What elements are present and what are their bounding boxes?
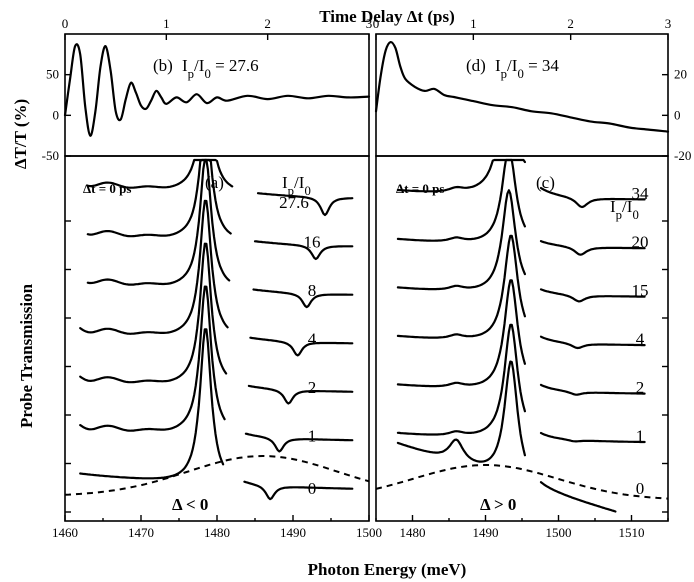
x-tick-label: 1470 [128,525,154,540]
x-tick-label: 1510 [619,525,645,540]
regime-label-c: Δ > 0 [480,495,516,514]
x-tick-label: 0 [62,16,69,31]
x-tick-label: 1 [163,16,170,31]
spectrum-a-16-tail [253,240,354,261]
spectrum-c-0-tail [539,481,617,513]
x-tick-label: 0 [373,16,380,31]
panel-b-frame [64,33,370,157]
y-tick-label: -20 [674,148,691,163]
pump-spectrum-a [64,454,370,496]
intensity-label-c: 1 [636,427,645,446]
panel-label-b: (b) [153,56,173,75]
x-tick-label: 1490 [280,525,306,540]
intensity-annotation-b: Ip/I0 = 27.6 [182,56,259,81]
x-tick-label: 1490 [473,525,499,540]
time-trace-b [63,43,371,137]
spectrum-c-1-tail [539,431,646,444]
x-tick-label: 3 [665,16,672,31]
bottom-axis-title: Photon Energy (meV) [308,560,467,579]
panel-label-d: (d) [466,56,486,75]
y-tick-label: 50 [46,67,59,82]
intensity-label-a: 27.6 [279,193,309,212]
spectrum-c-20 [396,158,526,242]
spectrum-c-4-tail [539,335,646,350]
spectrum-c-0 [396,360,526,463]
intensity-annotation-d: Ip/I0 = 34 [495,56,559,81]
spectrum-a-0 [79,328,225,480]
spectrum-c-34 [396,158,526,193]
x-tick-label: 2 [567,16,574,31]
spectrum-a-8-tail [252,288,354,309]
spectrum-a-1-tail [244,432,354,453]
pump-spectrum-c [375,464,669,500]
intensity-label-c: 20 [632,233,649,252]
intensity-label-a: 1 [308,427,317,446]
intensity-label-c: 34 [632,184,650,203]
intensity-label-a: 8 [308,281,317,300]
panel-label-c: (c) [536,173,555,192]
spectrum-a-27.6 [86,158,234,189]
intensity-label-c: 0 [636,479,645,498]
spectrum-c-2-tail [539,383,646,396]
top-axis-title: Time Delay Δt (ps) [319,7,454,26]
spectrum-c-2 [396,279,526,388]
panel-label-a: (a) [205,173,224,192]
spectrum-c-15-tail [539,288,646,303]
intensity-label-c: 15 [632,281,649,300]
spectrum-c-1 [396,323,526,436]
intensity-label-a: 2 [308,378,317,397]
panel-d-frame [375,33,669,157]
y-tick-label: -50 [42,148,59,163]
y-tick-label: 0 [674,107,681,122]
spectrum-a-0-tail [243,480,354,501]
delay-annotation-a: Δt = 0 ps [83,181,131,196]
regime-label-a: Δ < 0 [172,495,208,514]
x-tick-label: 1480 [204,525,230,540]
x-tick-label: 3 [366,16,373,31]
spectrum-a-4-tail [249,336,354,357]
legend-title-c: Ip/I0 [610,197,639,222]
x-tick-label: 2 [264,16,271,31]
probe-transmission-axis-title: Probe Transmission [17,283,36,428]
x-tick-label: 1460 [52,525,78,540]
y-tick-label: 0 [53,107,60,122]
legend-title-a: Ip/I0 [282,173,311,198]
time-trace-d [374,40,670,133]
intensity-label-a: 4 [308,330,317,349]
spectrum-c-4 [396,234,526,339]
intensity-label-a: 0 [308,479,317,498]
spectrum-a-27.6-tail [256,192,354,217]
intensity-label-a: 16 [304,233,321,252]
x-tick-label: 1480 [400,525,426,540]
x-tick-label: 1 [470,16,477,31]
spectrum-a-1 [79,285,226,432]
spectrum-c-34-tail [539,186,646,209]
delay-annotation-c: Δt = 0 ps [396,181,444,196]
intensity-label-c: 4 [636,330,645,349]
intensity-label-c: 2 [636,378,645,397]
x-tick-label: 1500 [546,525,572,540]
spectrum-c-15 [396,189,526,291]
spectrum-a-2-tail [247,384,354,405]
delta-t-over-t-axis-title: ΔT/T (%) [11,99,30,169]
spectrum-a-4 [79,199,229,335]
y-tick-label: 20 [674,67,687,82]
spectrum-c-20-tail [539,240,646,256]
x-tick-label: 1500 [356,525,382,540]
spectrum-a-2 [79,242,228,384]
